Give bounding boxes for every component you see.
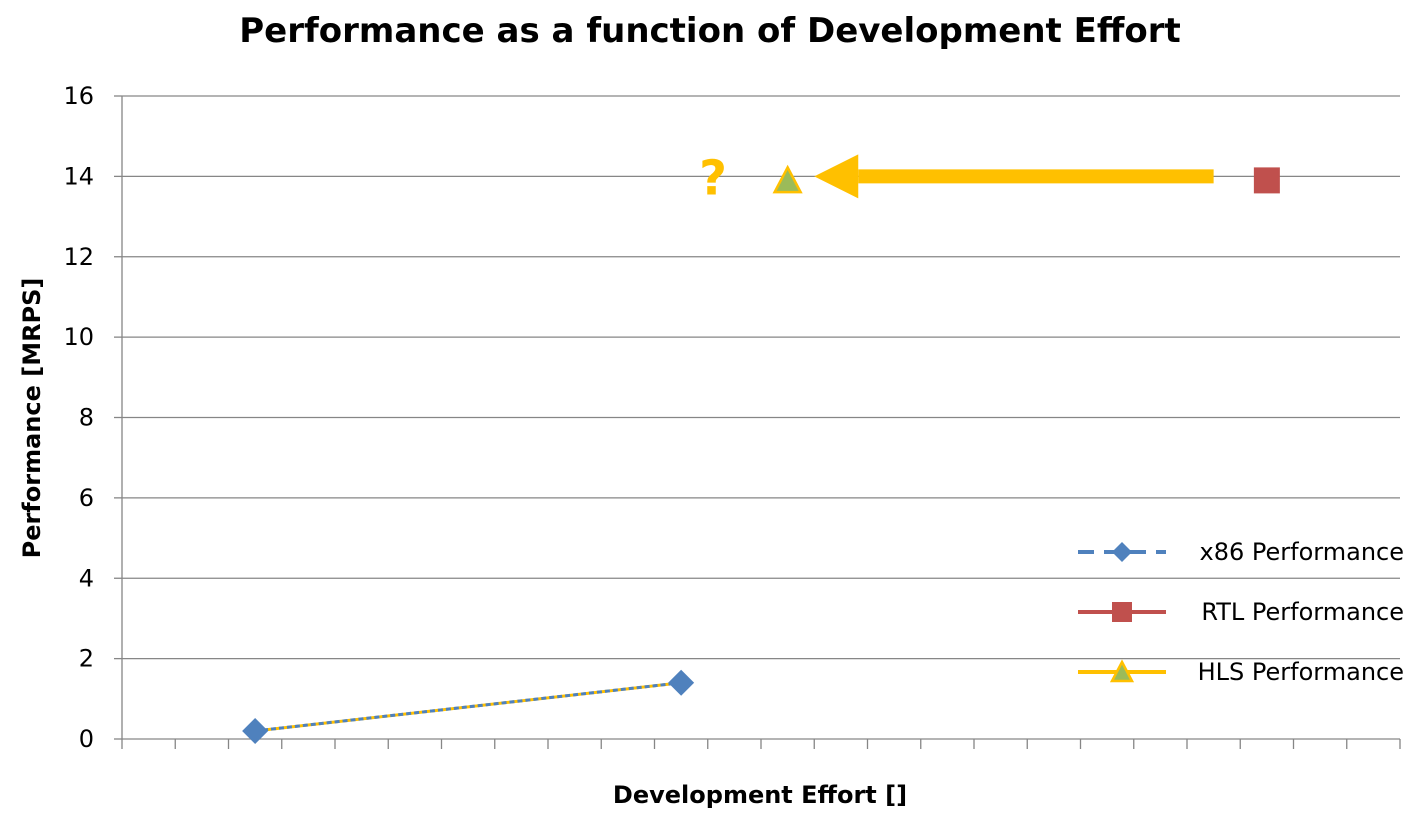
- axes: [121, 96, 1401, 749]
- y-tick-label: 6: [79, 484, 94, 512]
- legend-marker: [1109, 659, 1135, 683]
- y-tick-label: 0: [79, 725, 94, 753]
- legend-label: RTL Performance: [1201, 598, 1404, 626]
- legend-marker: [1112, 542, 1132, 562]
- chart-title: Performance as a function of Development…: [239, 11, 1181, 51]
- legend-item: HLS Performance: [1078, 658, 1404, 686]
- series-line-underlay: [254, 681, 682, 733]
- legend: x86 Performance RTL Performance HLS Perfor…: [1078, 538, 1404, 686]
- data-point-triangle: [772, 164, 803, 194]
- data-point-square: [1253, 167, 1280, 194]
- y-tick-label: 14: [63, 162, 94, 190]
- x-axis-label: Development Effort []: [613, 781, 907, 809]
- y-tick-label: 2: [79, 645, 94, 673]
- y-tick-label: 10: [63, 323, 94, 351]
- legend-item: RTL Performance: [1078, 598, 1404, 626]
- y-axis-ticks: 0 2 4 6 8 10 12 14 16: [63, 82, 122, 753]
- data-point-diamond: [668, 669, 695, 696]
- series-rtl: [1253, 167, 1280, 194]
- y-tick-label: 16: [63, 82, 94, 110]
- legend-label: HLS Performance: [1198, 658, 1404, 686]
- series-x86: [242, 669, 695, 744]
- y-tick-label: 12: [63, 243, 94, 271]
- y-axis-label: Performance [MRPS]: [18, 278, 46, 559]
- arrow-head: [814, 154, 859, 199]
- y-tick-label: 8: [79, 404, 94, 432]
- series-hls: [772, 164, 803, 194]
- legend-marker: [1112, 602, 1132, 622]
- series-layer: [242, 164, 1280, 744]
- question-mark-annotation: ?: [699, 150, 727, 206]
- annotations: ?: [699, 150, 1214, 206]
- legend-item: x86 Performance: [1078, 538, 1404, 566]
- y-tick-label: 4: [79, 564, 94, 592]
- data-point-diamond: [242, 717, 269, 744]
- legend-label: x86 Performance: [1200, 538, 1404, 566]
- gridlines: [122, 95, 1400, 660]
